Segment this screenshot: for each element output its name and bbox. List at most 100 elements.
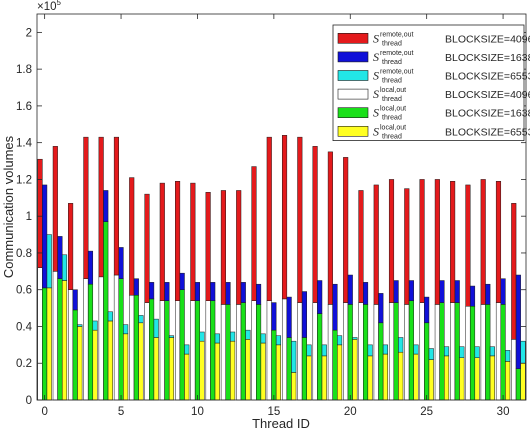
- bar-thread-0-group-0-seg-0: [37, 267, 43, 401]
- bar-thread-1-group-1-seg-1: [57, 236, 63, 279]
- y-tick-label: 1.2: [16, 174, 32, 186]
- bar-thread-27-group-2-seg-0: [459, 357, 465, 401]
- bar-thread-21-group-2-seg-1: [367, 344, 373, 357]
- bar-thread-3-group-1-seg-0: [87, 283, 94, 401]
- bar-thread-31-group-2-seg-0: [520, 362, 526, 401]
- bar-thread-3-group-1-seg-1: [87, 250, 94, 285]
- bar-thread-22-group-2-seg-1: [382, 344, 388, 355]
- bar-thread-1-group-0-seg-0: [52, 271, 58, 401]
- x-tick-label: 5: [118, 406, 124, 418]
- bar-thread-9-group-2-seg-1: [184, 344, 190, 355]
- bar-thread-8-group-0-seg-0: [159, 300, 165, 401]
- bar-thread-14-group-0-seg-0: [251, 300, 257, 401]
- bar-thread-15-group-2-seg-0: [275, 344, 282, 401]
- bar-thread-30-group-1-seg-0: [500, 304, 506, 401]
- bar-thread-21-group-2-seg-0: [367, 355, 373, 401]
- bar-thread-15-group-1-seg-0: [271, 329, 277, 401]
- bar-thread-3-group-2-seg-1: [92, 320, 98, 331]
- bar-thread-22-group-2-seg-0: [382, 353, 388, 401]
- bar-thread-31-group-0-seg-0: [511, 339, 517, 401]
- bar-thread-10-group-0-seg-1: [190, 182, 196, 301]
- bar-thread-17-group-0-seg-1: [297, 136, 303, 303]
- bar-thread-16-group-0-seg-1: [281, 135, 288, 300]
- x-tick-label: 15: [267, 406, 280, 418]
- bar-thread-1-group-1-seg-0: [57, 278, 63, 401]
- bar-thread-11-group-0-seg-0: [205, 300, 211, 401]
- bar-thread-28-group-1-seg-1: [469, 285, 476, 307]
- bar-thread-29-group-1-seg-0: [485, 304, 491, 401]
- x-tick-label: 10: [191, 406, 204, 418]
- bar-thread-5-group-1-seg-0: [118, 278, 124, 401]
- bar-thread-31-group-2-seg-1: [520, 340, 526, 364]
- bar-thread-17-group-2-seg-0: [306, 355, 312, 401]
- bar-thread-9-group-0-seg-0: [175, 300, 181, 401]
- bar-thread-25-group-2-seg-1: [428, 348, 434, 360]
- legend-label-1: BLOCKSIZE=16384: [445, 52, 530, 64]
- bar-thread-12-group-0-seg-0: [220, 304, 226, 401]
- bar-thread-8-group-1-seg-0: [164, 300, 170, 401]
- bar-thread-2-group-1-seg-1: [72, 289, 78, 311]
- bar-thread-21-group-1-seg-0: [363, 304, 369, 401]
- legend-entry-4: Slocal,out thread: [373, 106, 406, 122]
- bar-thread-1-group-2-seg-0: [61, 280, 68, 401]
- bar-thread-15-group-2-seg-1: [275, 335, 282, 346]
- legend-swatch-5: [337, 126, 369, 137]
- bar-thread-25-group-1-seg-0: [424, 322, 430, 401]
- bar-thread-30-group-2-seg-1: [505, 350, 511, 362]
- bar-thread-29-group-1-seg-1: [485, 283, 491, 305]
- bar-thread-10-group-1-seg-0: [194, 300, 200, 401]
- bar-thread-0-group-1-seg-0: [42, 287, 48, 401]
- bar-thread-23-group-2-seg-1: [398, 337, 404, 353]
- legend-swatch-4: [337, 107, 369, 118]
- bar-thread-18-group-0-seg-1: [312, 146, 318, 303]
- bar-thread-16-group-2-seg-0: [291, 372, 297, 401]
- bar-thread-1-group-0-seg-1: [52, 146, 58, 272]
- bar-thread-20-group-1-seg-0: [347, 304, 353, 401]
- legend-symbol: S: [373, 124, 379, 138]
- bar-thread-11-group-1-seg-0: [210, 300, 216, 401]
- bar-thread-14-group-0-seg-1: [251, 166, 257, 301]
- bar-thread-27-group-0-seg-0: [450, 302, 456, 401]
- legend-symbol: S: [373, 87, 379, 101]
- bar-thread-6-group-0-seg-1: [129, 177, 135, 296]
- bar-thread-7-group-0-seg-0: [144, 302, 150, 401]
- bar-thread-8-group-2-seg-0: [168, 337, 175, 401]
- y-axis-label: Communication volumes: [1, 135, 16, 278]
- bar-thread-17-group-2-seg-1: [306, 344, 312, 357]
- bar-thread-17-group-1-seg-1: [301, 291, 307, 338]
- bar-thread-19-group-1-seg-1: [332, 283, 338, 331]
- legend-label-4: BLOCKSIZE=16384: [445, 108, 530, 120]
- bar-thread-11-group-1-seg-1: [210, 282, 216, 301]
- legend-subscript: thread: [382, 115, 402, 122]
- y-tick-label: 2: [26, 27, 32, 39]
- bar-thread-28-group-0-seg-1: [465, 184, 471, 307]
- legend-entry-2: Sremote,out thread: [373, 69, 414, 85]
- bar-thread-4-group-1-seg-1: [103, 190, 109, 222]
- bar-thread-9-group-0-seg-1: [175, 181, 181, 302]
- legend-subscript: thread: [382, 78, 402, 85]
- bar-thread-18-group-2-seg-0: [321, 355, 327, 401]
- bar-thread-2-group-2-seg-0: [77, 326, 83, 401]
- bar-thread-24-group-2-seg-0: [413, 353, 419, 401]
- legend-label-0: BLOCKSIZE=4096: [445, 33, 530, 45]
- bar-thread-21-group-0-seg-0: [358, 302, 364, 401]
- bar-thread-4-group-1-seg-0: [103, 221, 109, 401]
- legend-superscript: remote,out: [380, 50, 414, 57]
- legend-label-5: BLOCKSIZE=65536: [445, 126, 530, 138]
- bar-thread-18-group-2-seg-1: [321, 344, 327, 357]
- bar-thread-29-group-2-seg-1: [489, 346, 495, 357]
- legend-entry-3: Slocal,out thread: [373, 87, 406, 103]
- bar-thread-25-group-2-seg-0: [428, 359, 434, 401]
- bar-thread-31-group-1-seg-1: [515, 274, 521, 370]
- bar-thread-7-group-1-seg-1: [149, 282, 155, 300]
- bar-thread-3-group-2-seg-0: [92, 329, 98, 401]
- bar-thread-24-group-2-seg-1: [413, 344, 419, 355]
- bar-thread-0-group-2-seg-0: [46, 287, 52, 401]
- bar-thread-16-group-1-seg-0: [286, 337, 292, 401]
- bar-thread-6-group-1-seg-0: [133, 294, 139, 401]
- y-tick-label: 0.4: [16, 321, 33, 333]
- bar-thread-12-group-1-seg-0: [225, 304, 231, 401]
- bar-thread-19-group-2-seg-0: [337, 344, 343, 401]
- bar-thread-20-group-2-seg-1: [352, 337, 358, 340]
- y-tick-label: 1.8: [16, 64, 32, 76]
